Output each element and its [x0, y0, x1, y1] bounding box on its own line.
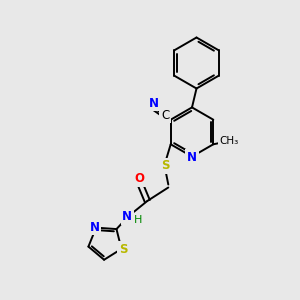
Text: N: N: [90, 220, 100, 233]
Text: S: S: [119, 243, 127, 256]
Text: H: H: [134, 214, 142, 225]
Text: N: N: [122, 210, 132, 223]
Text: O: O: [135, 172, 145, 185]
Text: C: C: [161, 109, 169, 122]
Text: N: N: [149, 97, 159, 110]
Text: S: S: [161, 159, 170, 172]
Text: CH₃: CH₃: [219, 136, 238, 146]
Text: N: N: [187, 151, 197, 164]
